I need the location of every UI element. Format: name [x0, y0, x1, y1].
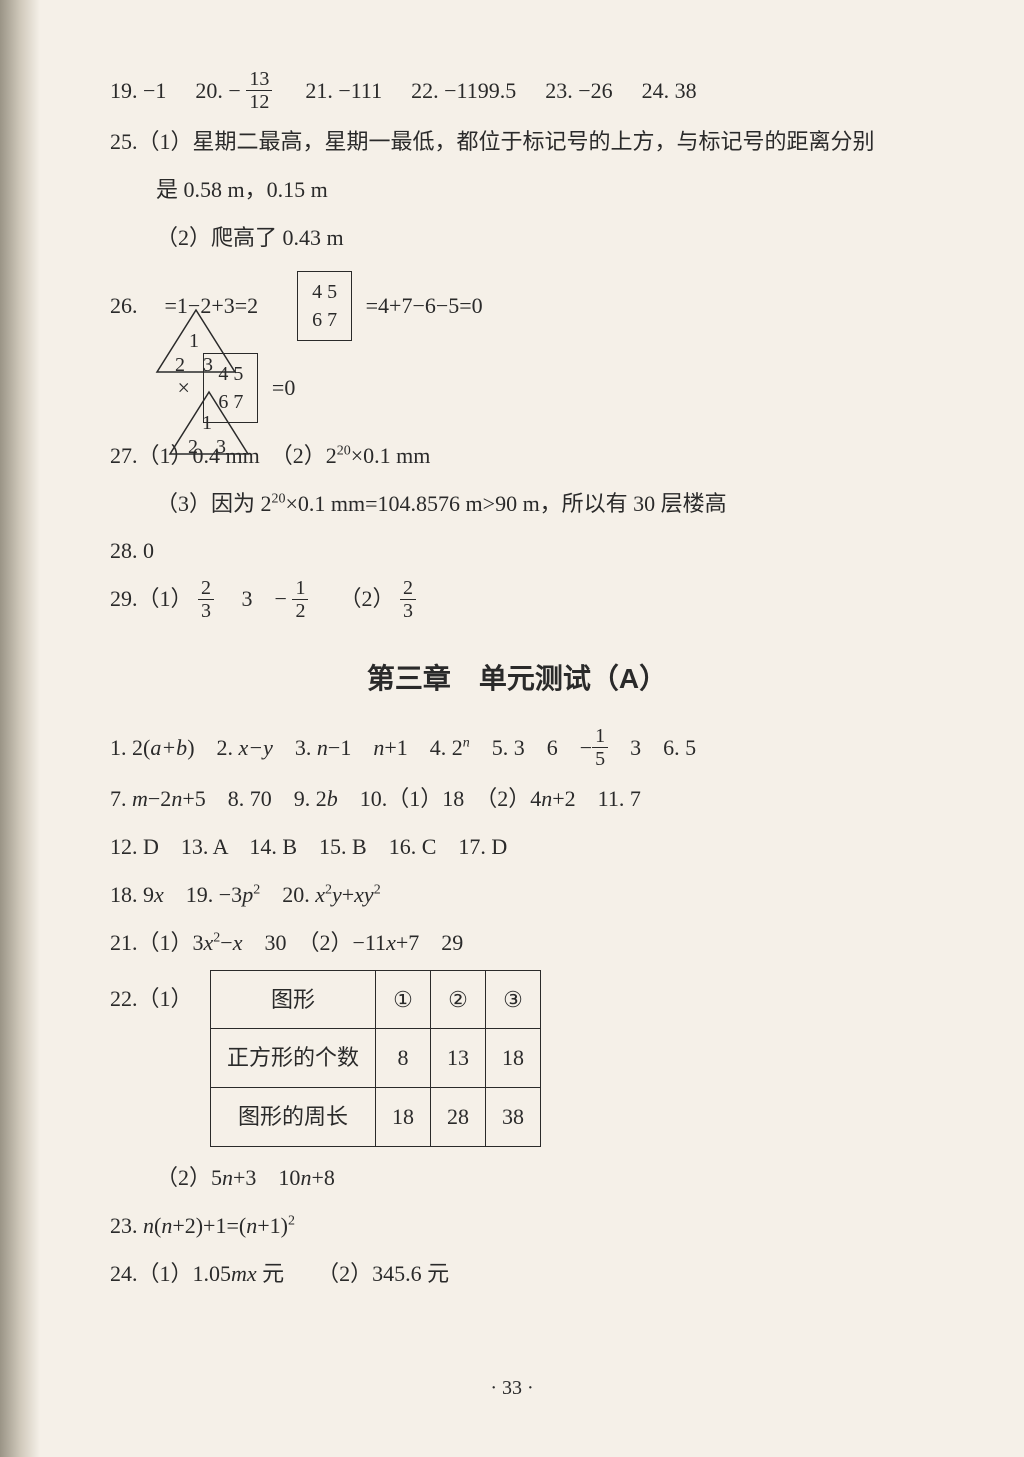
- ans-22: 22. −1199.5: [411, 78, 516, 103]
- ans-20-pre: 20.: [195, 78, 228, 103]
- chA-line4: 18. 9x 19. −3p2 20. x2y+xy2: [110, 874, 924, 916]
- label-26: 26.: [110, 285, 138, 327]
- table-cell: 38: [486, 1088, 541, 1147]
- answer-25-1: 25.（1）星期二最高，星期一最低，都位于标记号的上方，与标记号的距离分别: [110, 121, 924, 163]
- chA-line3: 12. D 13. A 14. B 15. B 16. C 17. D: [110, 826, 924, 868]
- table-cell: 图形的周长: [211, 1088, 376, 1147]
- table-cell: 正方形的个数: [211, 1029, 376, 1088]
- frac-13-12: 13 12: [246, 68, 272, 113]
- chapter-title: 第三章 单元测试（A）: [110, 652, 924, 705]
- answer-28: 28. 0: [110, 530, 924, 572]
- answer-line-19-24: 19. −1 20. − 13 12 21. −111 22. −1199.5 …: [110, 70, 924, 115]
- chA-23: 23. n(n+2)+1=(n+1)2: [110, 1205, 924, 1247]
- table-cell: 18: [486, 1029, 541, 1088]
- chA-line1: 1. 2(a+b) 2. x−y 3. n−1 n+1 4. 2n 5. 3 6…: [110, 727, 924, 772]
- answer-29: 29.（1） 23 3 − 12 （2） 23: [110, 578, 924, 623]
- eq-26-2: =4+7−6−5=0: [366, 285, 483, 327]
- chA-22: 22.（1） 图形 ① ② ③ 正方形的个数 8 13 18 图形的周长 18 …: [110, 970, 924, 1147]
- square-1: 4 5 6 7: [297, 271, 352, 341]
- chA-22-2: （2）5n+3 10n+8: [110, 1157, 924, 1199]
- ans-24: 24. 38: [642, 78, 697, 103]
- answer-25-2: （2）爬高了 0.43 m: [110, 217, 924, 259]
- table-header: 图形: [211, 970, 376, 1029]
- chA-line5: 21.（1）3x2−x 30 （2）−11x+7 29: [110, 922, 924, 964]
- label-22: 22.（1）: [110, 970, 193, 1020]
- ans-19: 19. −1: [110, 78, 166, 103]
- answer-25-1b: 是 0.58 m，0.15 m: [110, 169, 924, 211]
- ans-21: 21. −111: [305, 78, 382, 103]
- answer-26: 26. 1 2 3 =1−2+3=2 4 5 6 7 =4+7−6−5=0: [110, 271, 924, 341]
- table-cell: 8: [376, 1029, 431, 1088]
- answer-27-3: （3）因为 220×0.1 mm=104.8576 m>90 m，所以有 30 …: [110, 483, 924, 525]
- table-header: ②: [431, 970, 486, 1029]
- table-header: ①: [376, 970, 431, 1029]
- table-cell: 13: [431, 1029, 486, 1088]
- table-cell: 18: [376, 1088, 431, 1147]
- eq-26-3: =0: [272, 367, 295, 409]
- table-cell: 28: [431, 1088, 486, 1147]
- page-number: · 33 ·: [0, 1369, 1024, 1407]
- chA-line2: 7. m−2n+5 8. 70 9. 2b 10.（1）18 （2）4n+2 1…: [110, 778, 924, 820]
- chA-24: 24.（1）1.05mx 元 （2）345.6 元: [110, 1253, 924, 1295]
- table-header: ③: [486, 970, 541, 1029]
- table-22: 图形 ① ② ③ 正方形的个数 8 13 18 图形的周长 18 28 38: [210, 970, 541, 1147]
- ans-23: 23. −26: [545, 78, 612, 103]
